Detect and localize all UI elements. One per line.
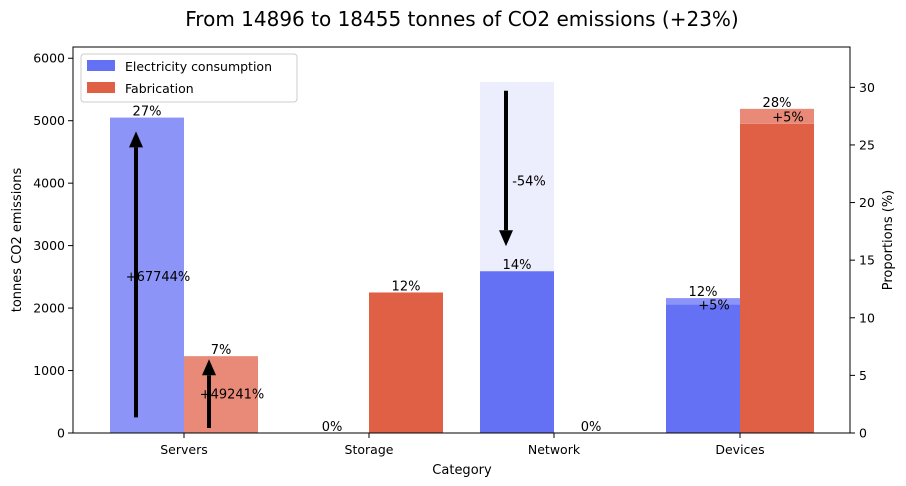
bar-fabrication-before-devices [740, 123, 814, 433]
y2-axis-label: Proportions (%) [881, 190, 896, 290]
bar-fabrication-before-storage [369, 292, 443, 433]
right-y-axis: 0 5 10 15 20 25 30 [850, 80, 875, 441]
y-tick-label: 5000 [33, 113, 65, 128]
y-tick-label: 6000 [33, 51, 65, 66]
legend-label-electricity: Electricity consumption [125, 59, 272, 74]
chart-title: From 14896 to 18455 tonnes of CO2 emissi… [185, 7, 739, 31]
bar-electricity-increase-devices [666, 298, 740, 305]
change-label-electricity-devices: +5% [698, 299, 730, 314]
y2-tick-label: 15 [859, 253, 875, 268]
y2-tick-label: 0 [859, 426, 867, 441]
bars-group [110, 81, 814, 433]
proportion-label-electricity-servers: 27% [133, 105, 162, 120]
labels-group: 27% 0% 14% 12% 7% 12% 0% 28% +67744% +49241% -54% +… [126, 96, 804, 435]
proportion-label-fabrication-storage: 12% [392, 279, 421, 294]
y2-tick-label: 20 [859, 195, 875, 210]
legend-swatch-electricity [87, 60, 115, 71]
y-tick-label: 3000 [33, 238, 65, 253]
proportion-label-electricity-network: 14% [503, 258, 532, 273]
arrow-network-electricity-head [499, 230, 513, 247]
y-axis-label: tonnes CO2 emissions [10, 168, 25, 313]
arrow-servers-fabrication-head [202, 359, 216, 376]
arrow-servers-electricity-head [129, 131, 143, 148]
bar-electricity-before-devices [666, 304, 740, 433]
y-tick-label: 0 [57, 426, 65, 441]
proportion-label-electricity-storage: 0% [322, 420, 343, 435]
x-tick-label-network: Network [528, 442, 581, 457]
y2-tick-label: 25 [859, 137, 875, 152]
legend-box [80, 53, 298, 103]
proportion-label-fabrication-devices: 28% [763, 96, 792, 111]
legend: Electricity consumption Fabrication [80, 53, 298, 103]
x-tick-label-devices: Devices [715, 442, 764, 457]
x-axis: Servers Storage Network Devices [160, 433, 765, 457]
y2-tick-label: 5 [859, 368, 867, 383]
bar-electricity-after-network [480, 271, 554, 433]
left-y-axis: 0 1000 2000 3000 4000 5000 6000 [33, 51, 73, 441]
proportion-label-fabrication-network: 0% [581, 420, 602, 435]
bar-fabrication-increase-servers [184, 356, 258, 433]
y2-tick-label: 10 [859, 310, 875, 325]
proportion-label-electricity-devices: 12% [689, 285, 718, 300]
plot-frame [72, 46, 851, 434]
change-label-electricity-servers: +67744% [126, 270, 191, 285]
legend-label-fabrication: Fabrication [125, 81, 194, 96]
proportion-label-fabrication-servers: 7% [211, 343, 232, 358]
bar-electricity-increase-servers [110, 117, 184, 433]
legend-swatch-fabrication [87, 82, 115, 93]
change-label-fabrication-servers: +49241% [200, 387, 265, 402]
arrows-group [129, 90, 513, 429]
x-axis-label: Category [432, 463, 492, 478]
y-tick-label: 1000 [33, 363, 65, 378]
x-tick-label-storage: Storage [345, 442, 394, 457]
change-label-electricity-network: -54% [512, 174, 546, 189]
y-tick-label: 2000 [33, 301, 65, 316]
bar-fabrication-increase-devices [740, 108, 814, 124]
x-tick-label-servers: Servers [160, 442, 208, 457]
y-tick-label: 4000 [33, 176, 65, 191]
y2-tick-label: 30 [859, 80, 875, 95]
bar-electricity-decrease-network [480, 81, 554, 272]
change-label-fabrication-devices: +5% [772, 111, 804, 126]
